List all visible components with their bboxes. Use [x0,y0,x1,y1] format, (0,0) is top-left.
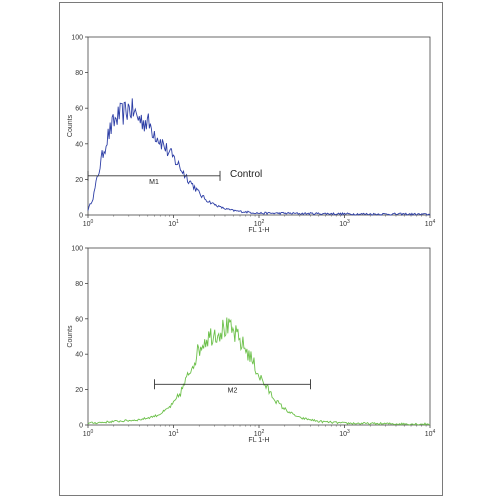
histogram-panel-2: 0 20 40 60 80 100 100 101 102 103 104 FL 1-H Counts M… [67,246,436,445]
histogram-series [87,317,431,426]
histogram-series [87,98,431,216]
y-tick-label: 100 [71,35,83,42]
y-tick-label: 100 [71,246,83,253]
gate-label: M2 [228,387,238,394]
x-axis-title: FL 1-H [248,227,269,234]
annotation-label: Control [230,169,262,180]
x-tick-label: 100 [83,219,94,228]
plot-area [87,247,431,426]
x-tick-label: 102 [254,429,265,438]
x-tick-label: 101 [168,219,179,228]
x-axis-title: FL 1-H [248,437,269,444]
y-tick-label: 60 [75,106,83,113]
y-axis-title: Counts [67,325,74,348]
x-tick-label: 100 [83,429,94,438]
y-tick-label: 80 [75,70,83,77]
y-tick-label: 40 [75,352,83,359]
y-tick-label: 60 [75,316,83,323]
y-tick-label: 0 [79,213,83,220]
figure-frame [59,2,443,496]
x-tick-label: 103 [339,429,350,438]
x-tick-label: 102 [254,219,265,228]
y-tick-label: 20 [75,177,83,184]
x-tick-label: 104 [425,219,436,228]
y-tick-label: 0 [79,423,83,430]
y-tick-label: 40 [75,141,83,148]
plot-area [87,36,431,216]
x-tick-label: 101 [168,429,179,438]
histogram-panel-1: 0 20 40 60 80 100 100 101 102 103 104 FL 1-H Counts M… [67,35,436,235]
y-axis-title: Counts [67,114,74,137]
gate-label: M1 [149,179,159,186]
y-tick-label: 80 [75,281,83,288]
x-tick-label: 104 [425,429,436,438]
x-tick-label: 103 [339,219,350,228]
y-tick-label: 20 [75,387,83,394]
